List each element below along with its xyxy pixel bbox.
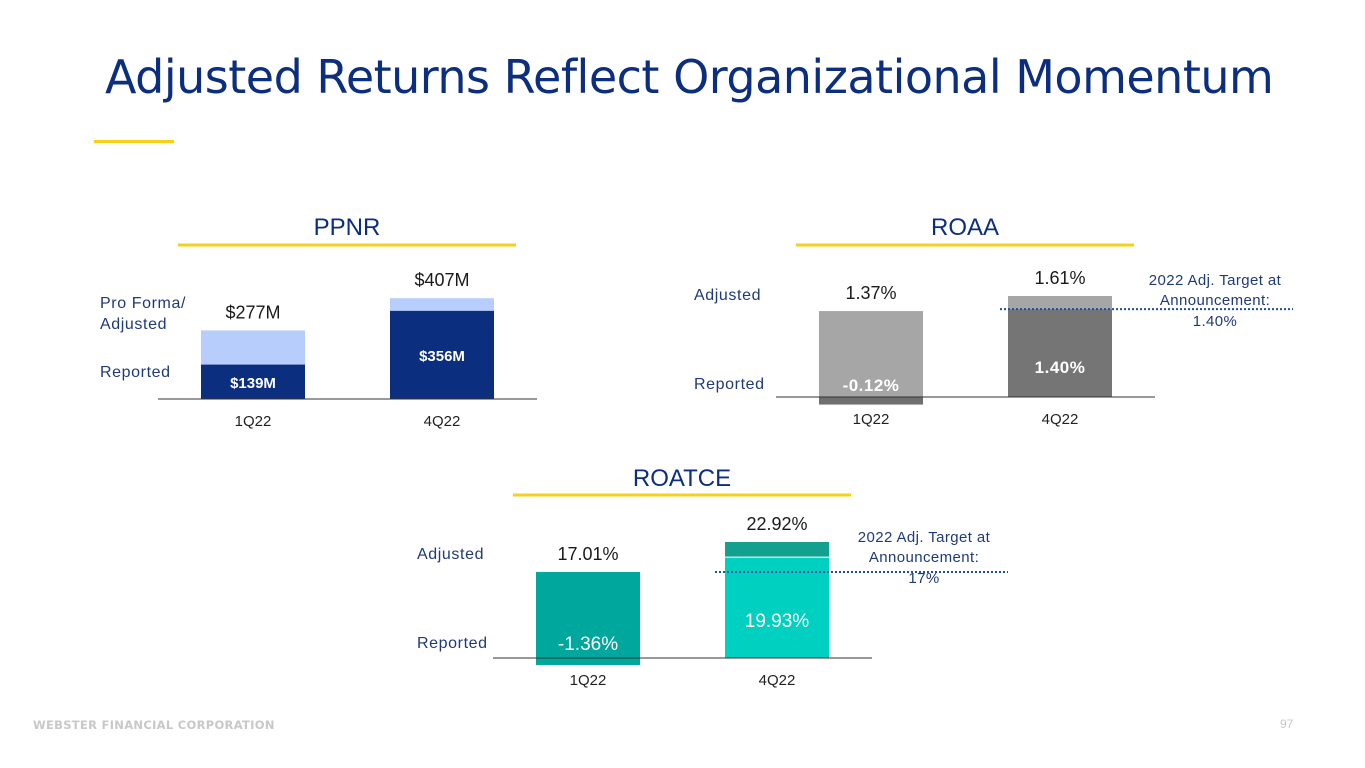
roaa-target-label: 1.40% — [1193, 313, 1238, 330]
roaa-category-4Q22: 4Q22 — [1042, 411, 1079, 428]
roaa-title-underline — [796, 243, 1134, 247]
roaa-label-adjusted-4Q22: 1.61% — [1034, 268, 1085, 288]
ppnr-series-label-reported: Reported — [100, 364, 171, 381]
ppnr-bar-adjusted-1Q22 — [201, 330, 305, 365]
roatce-bar-reported-1Q22 — [536, 658, 640, 665]
roatce-target-label: 17% — [908, 570, 939, 587]
page-title: Adjusted Returns Reflect Organizational … — [105, 50, 1274, 104]
roatce-label-adjusted-4Q22: 22.92% — [746, 514, 807, 534]
footer-company: WEBSTER FINANCIAL CORPORATION — [33, 718, 275, 732]
roaa-label-reported-4Q22: 1.40% — [1035, 358, 1086, 377]
ppnr-bar-reported-4Q22 — [390, 310, 494, 399]
ppnr-title: PPNR — [314, 214, 381, 241]
ppnr-bar-reported-1Q22 — [201, 364, 305, 399]
roaa-series-label-reported: Reported — [694, 376, 765, 393]
roaa-target-label: Announcement: — [1160, 292, 1270, 309]
ppnr-category-1Q22: 1Q22 — [235, 413, 272, 430]
footer-page-number: 97 — [1280, 717, 1294, 731]
roatce-series-label-reported: Reported — [417, 635, 488, 652]
ppnr-title-underline — [178, 243, 516, 247]
ppnr-bar-adjusted-4Q22 — [390, 298, 494, 311]
roatce-title-underline — [513, 493, 851, 497]
roatce-bar-adjusted-1Q22 — [536, 571, 640, 665]
roatce-target-label: Announcement: — [869, 549, 979, 566]
roatce-category-1Q22: 1Q22 — [570, 672, 607, 689]
roaa-bar-adjusted-4Q22 — [1008, 296, 1112, 310]
ppnr-label-reported-1Q22: $139M — [230, 375, 276, 392]
roatce-title: ROATCE — [633, 465, 731, 492]
roaa-target-label: 2022 Adj. Target at — [1149, 272, 1282, 289]
roatce-label-reported-1Q22: -1.36% — [558, 634, 618, 655]
roaa-category-1Q22: 1Q22 — [853, 411, 890, 428]
ppnr-label-reported-4Q22: $356M — [419, 348, 465, 365]
roaa-series-label-adjusted: Adjusted — [694, 287, 761, 304]
roatce-series-label-adjusted: Adjusted — [417, 546, 484, 563]
roaa-label-reported-1Q22: -0.12% — [843, 376, 900, 395]
title-accent-line — [94, 140, 174, 143]
roatce-category-4Q22: 4Q22 — [759, 672, 796, 689]
roatce-label-adjusted-1Q22: 17.01% — [557, 544, 618, 564]
roaa-label-adjusted-1Q22: 1.37% — [845, 283, 896, 303]
ppnr-series-label-adjusted: Pro Forma/ — [100, 295, 186, 312]
roaa-title: ROAA — [931, 214, 999, 241]
ppnr-label-adjusted-1Q22: $277M — [225, 302, 280, 322]
roaa-bar-reported-4Q22 — [1008, 309, 1112, 397]
roatce-label-reported-4Q22: 19.93% — [745, 611, 810, 632]
ppnr-series-label-adjusted: Adjusted — [100, 316, 167, 333]
roaa-bar-adjusted-1Q22 — [819, 311, 923, 405]
ppnr-label-adjusted-4Q22: $407M — [414, 270, 469, 290]
roatce-target-label: 2022 Adj. Target at — [858, 529, 991, 546]
roatce-bar-adjusted-4Q22 — [725, 542, 829, 558]
roatce-bar-reported-4Q22 — [725, 557, 829, 658]
roaa-bar-reported-1Q22 — [819, 397, 923, 405]
ppnr-category-4Q22: 4Q22 — [424, 413, 461, 430]
